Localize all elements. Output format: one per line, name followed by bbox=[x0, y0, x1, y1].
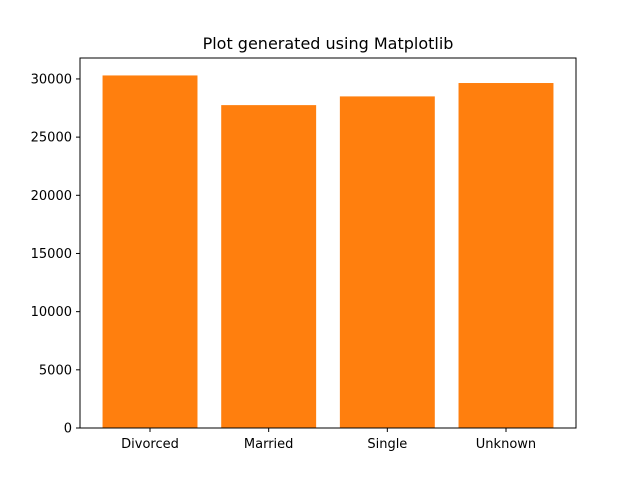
x-tick-label: Married bbox=[244, 437, 294, 452]
y-tick-label: 5000 bbox=[39, 363, 72, 378]
x-tick-label: Divorced bbox=[121, 437, 179, 452]
y-tick-label: 15000 bbox=[31, 247, 72, 262]
y-tick-label: 10000 bbox=[31, 305, 72, 320]
y-axis: 0 5000 10000 15000 20000 25000 30000 bbox=[31, 72, 80, 437]
y-tick-label: 30000 bbox=[31, 72, 72, 87]
y-tick-label: 20000 bbox=[31, 189, 72, 204]
plot-frame bbox=[79, 57, 577, 429]
bars-layer bbox=[102, 75, 554, 429]
y-tick-label: 25000 bbox=[31, 131, 72, 146]
bar-married bbox=[221, 105, 317, 429]
y-tick-label: 0 bbox=[64, 422, 72, 437]
x-tick-label: Unknown bbox=[476, 437, 536, 452]
bar-divorced bbox=[102, 75, 198, 428]
x-tick-label: Single bbox=[367, 437, 407, 452]
x-axis: Divorced Married Single Unknown bbox=[121, 428, 536, 452]
chart-title: Plot generated using Matplotlib bbox=[203, 34, 454, 53]
bar-unknown bbox=[458, 83, 554, 429]
bar-single bbox=[339, 96, 435, 429]
